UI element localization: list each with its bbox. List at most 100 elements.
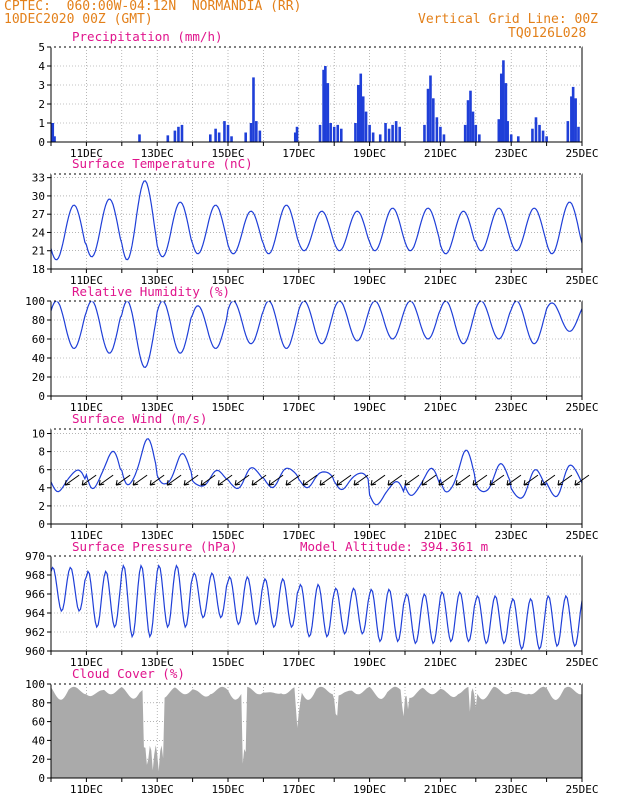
wind-wind-arrow-shaft	[489, 474, 505, 486]
precipitation-bar	[474, 124, 478, 142]
temperature-xtick-label: 21DEC	[424, 274, 457, 287]
wind-wind-arrow-shaft	[217, 474, 233, 486]
humidity-ytick-label: 40	[32, 352, 45, 365]
pressure-xtick-label: 21DEC	[424, 656, 457, 669]
precipitation-bar	[516, 136, 520, 142]
wind-wind-arrow-head	[64, 479, 71, 486]
precipitation-bar	[326, 83, 330, 142]
precipitation-bar	[364, 111, 368, 142]
precipitation-bar	[394, 121, 398, 142]
cloud-xtick-label: 13DEC	[141, 783, 174, 796]
pressure-model-altitude: Model Altitude: 394.361 m	[300, 539, 489, 554]
pressure-xtick-label: 13DEC	[141, 656, 174, 669]
precipitation-bar	[429, 75, 432, 142]
precipitation-ytick-label: 5	[38, 41, 45, 54]
precipitation-bar	[295, 126, 299, 142]
cloud-area	[51, 686, 582, 778]
wind-wind-arrow-shaft	[234, 474, 250, 486]
precipitation-xtick-label: 13DEC	[141, 147, 174, 160]
precipitation-xtick-label: 11DEC	[70, 147, 103, 160]
precipitation-ytick-label: 0	[38, 136, 45, 149]
wind-wind-arrow-head	[98, 479, 105, 486]
wind-wind-arrow-shaft	[370, 474, 386, 486]
header-datetime: 10DEC2020 00Z (GMT)	[4, 12, 153, 27]
precipitation-bar	[223, 121, 226, 142]
precipitation-ytick-label: 2	[38, 98, 45, 111]
wind-wind-arrow-head	[404, 479, 411, 486]
wind-wind-arrow-head	[115, 479, 122, 486]
wind-wind-arrow-shaft	[353, 474, 369, 486]
precipitation-bar	[336, 124, 340, 142]
humidity-xtick-label: 13DEC	[141, 401, 174, 414]
temperature-frame	[50, 173, 583, 270]
precipitation-bar	[258, 130, 262, 142]
humidity-xtick-label: 19DEC	[353, 401, 386, 414]
precipitation-bar	[439, 126, 442, 142]
temperature-xtick-label: 23DEC	[495, 274, 528, 287]
precipitation-bar	[435, 117, 439, 142]
precipitation-bar	[53, 136, 56, 142]
humidity-xtick-label: 11DEC	[70, 401, 103, 414]
wind-title: Surface Wind (m/s)	[72, 411, 208, 426]
wind-wind-arrow-shaft	[404, 474, 420, 486]
precipitation-bar	[566, 121, 570, 142]
wind-wind-arrow-head	[370, 479, 377, 486]
wind-wind-arrow-shaft	[64, 474, 80, 486]
precipitation-bar	[499, 73, 503, 142]
precipitation-bar	[442, 134, 446, 142]
wind-ytick-label: 2	[38, 500, 45, 513]
humidity-xtick-label: 15DEC	[211, 401, 244, 414]
wind-wind-arrow-shaft	[149, 474, 165, 486]
precipitation-ytick-label: 3	[38, 79, 45, 92]
cloud-xtick-label: 15DEC	[211, 783, 244, 796]
temperature-xtick-label: 17DEC	[282, 274, 315, 287]
header-grid-note: Vertical Grid Line: 00Z	[418, 12, 599, 27]
precipitation-xtick-label: 25DEC	[565, 147, 598, 160]
precipitation-bar	[577, 126, 580, 142]
wind-wind-arrow-head	[251, 479, 258, 486]
wind-wind-arrow-shaft	[523, 474, 539, 486]
wind-wind-arrow-shaft	[183, 474, 199, 486]
cloud-ytick-label: 0	[38, 772, 45, 785]
precipitation-bar	[359, 73, 363, 142]
rh-title: Relative Humidity (%)	[72, 284, 231, 299]
precipitation-bar	[538, 124, 541, 142]
precipitation-ytick-label: 1	[38, 117, 45, 130]
cloud-xtick-label: 17DEC	[282, 783, 315, 796]
temperature-xtick-label: 19DEC	[353, 274, 386, 287]
precipitation-bar	[497, 119, 501, 142]
humidity-ytick-label: 20	[32, 371, 45, 384]
temperature-ytick-label: 21	[32, 245, 45, 258]
wind-wind-arrow-shaft	[540, 474, 556, 486]
wind-ytick-label: 4	[38, 482, 45, 495]
precipitation-bar	[371, 132, 375, 142]
cloud-ytick-label: 40	[32, 734, 45, 747]
wind-wind-arrow-shaft	[455, 474, 471, 486]
temperature-xtick-label: 15DEC	[211, 274, 244, 287]
wind-wind-arrow-head	[336, 479, 343, 486]
wind-ytick-label: 0	[38, 518, 45, 531]
precipitation-bar	[574, 98, 577, 142]
precipitation-bar	[166, 135, 170, 142]
temperature-ytick-label: 33	[32, 172, 45, 185]
wind-wind-arrow-head	[149, 479, 156, 486]
cloud-xtick-label: 19DEC	[353, 783, 386, 796]
temperature-ytick-label: 30	[32, 190, 45, 203]
wind-wind-arrow-head	[574, 479, 581, 486]
precipitation-bar	[51, 123, 55, 142]
pressure-ytick-label: 966	[25, 588, 45, 601]
wind-wind-arrow-head	[81, 479, 88, 486]
wind-xtick-label: 13DEC	[141, 529, 174, 542]
precipitation-bar	[249, 123, 253, 142]
wind-ytick-label: 6	[38, 464, 45, 477]
wind-ytick-label: 10	[32, 428, 45, 441]
humidity-xtick-label: 21DEC	[424, 401, 457, 414]
header-model-code: TQ0126L028	[508, 26, 587, 41]
precipitation-bar	[534, 117, 538, 142]
precipitation-bar	[506, 121, 509, 142]
wind-xtick-label: 23DEC	[495, 529, 528, 542]
wind-wind-arrow-shaft	[472, 474, 488, 486]
wind-wind-arrow-head	[285, 479, 292, 486]
precipitation-bar	[571, 86, 575, 142]
humidity-ytick-label: 0	[38, 390, 45, 403]
